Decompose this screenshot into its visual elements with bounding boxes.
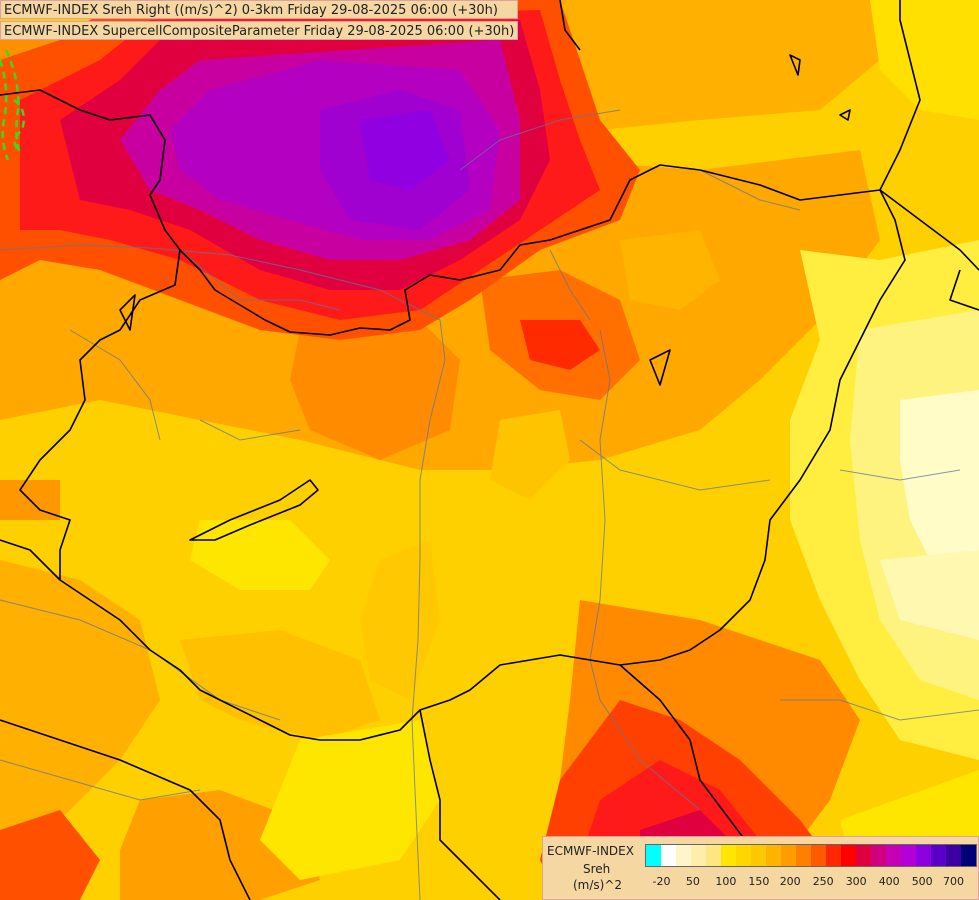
legend-swatches (645, 844, 977, 867)
legend-swatch (661, 845, 676, 866)
legend-tick-label: 700 (943, 875, 965, 888)
legend-swatch (676, 845, 691, 866)
legend-swatch (961, 845, 976, 866)
legend-swatch (796, 845, 811, 866)
legend-swatch (841, 845, 856, 866)
map-header-line1: ECMWF-INDEX Sreh Right ((m/s)^2) 0-3km F… (0, 0, 518, 19)
legend-swatch (946, 845, 961, 866)
legend-swatch (706, 845, 721, 866)
legend-variable: Sreh (583, 862, 611, 876)
legend-swatch (751, 845, 766, 866)
legend-swatch (646, 845, 661, 866)
map-header-line2: ECMWF-INDEX SupercellCompositeParameter … (0, 21, 518, 40)
legend-swatch (826, 845, 841, 866)
legend-tick-label: 500 (911, 875, 933, 888)
legend-swatch (856, 845, 871, 866)
legend-swatch (916, 845, 931, 866)
legend-swatch (781, 845, 796, 866)
legend-tick-label: 400 (878, 875, 900, 888)
legend-swatch (736, 845, 751, 866)
legend-tick-label: 50 (685, 875, 700, 888)
legend-tick-label: 300 (845, 875, 867, 888)
legend-swatch (811, 845, 826, 866)
legend-swatch (871, 845, 886, 866)
legend-unit: (m/s)^2 (573, 878, 623, 892)
legend-swatch (766, 845, 781, 866)
legend-swatch (901, 845, 916, 866)
legend-swatch (886, 845, 901, 866)
legend-title: ECMWF-INDEX (547, 844, 634, 858)
legend-swatch (691, 845, 706, 866)
legend-tick-label: 100 (715, 875, 737, 888)
legend-tick-label: -20 (652, 875, 671, 888)
legend-swatch (721, 845, 736, 866)
legend-ticks: -20 50 100 150 200 250 300 400 500 700 (645, 875, 975, 891)
color-legend: ECMWF-INDEX Sreh (m/s)^2 -20 50 100 150 200 2… (542, 836, 979, 900)
legend-tick-label: 150 (748, 875, 770, 888)
legend-swatch (931, 845, 946, 866)
legend-tick-label: 200 (779, 875, 801, 888)
legend-tick-label: 250 (812, 875, 834, 888)
scp-contours (0, 49, 25, 161)
